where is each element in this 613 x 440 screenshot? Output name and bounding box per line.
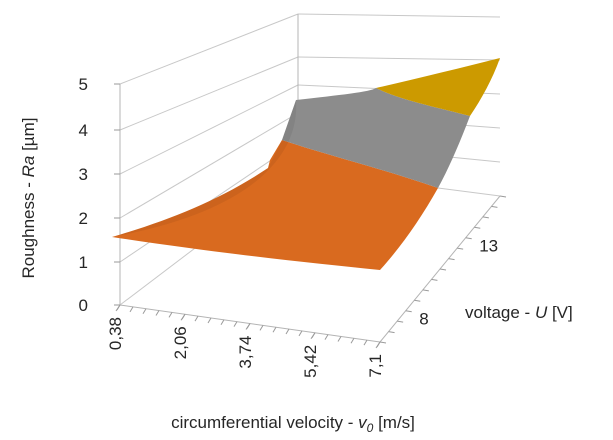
x-minor-tick — [312, 333, 315, 338]
x-minor-tick — [377, 342, 380, 347]
z-tick-label: 3 — [79, 165, 88, 184]
y-tick-label: 8 — [419, 310, 428, 329]
side-wall-grid-line-4 — [298, 57, 500, 60]
side-wall-grid-line-5 — [298, 14, 500, 17]
x-minor-tick — [169, 312, 172, 317]
y-minor-tick — [423, 290, 429, 291]
x-minor-tick — [117, 305, 120, 310]
y-minor-tick — [466, 238, 472, 239]
x-axis-ticks: 0,38 2,06 3,74 5,42 7,1 — [106, 305, 385, 378]
x-minor-tick — [234, 322, 237, 327]
x-tick-label: 2,06 — [171, 326, 190, 359]
x-minor-tick — [364, 340, 367, 345]
y-minor-tick — [414, 300, 420, 301]
y-minor-tick — [457, 248, 463, 249]
x-tick-label: 5,42 — [301, 345, 320, 378]
z-tick-label: 1 — [79, 253, 88, 272]
x-minor-tick — [351, 338, 354, 343]
y-minor-tick — [500, 196, 506, 197]
y-minor-tick — [380, 342, 386, 343]
x-minor-tick — [182, 314, 185, 319]
z-tick-label: 2 — [79, 209, 88, 228]
x-minor-tick — [143, 309, 146, 314]
y-axis-title: voltage - U [V] — [465, 303, 573, 322]
x-minor-tick — [130, 307, 133, 312]
z-axis-ticks: 0 1 2 3 4 5 — [79, 75, 120, 315]
y-minor-tick — [491, 206, 497, 207]
x-minor-tick — [208, 318, 211, 323]
surface — [112, 58, 500, 270]
wall-grid-line-4 — [120, 57, 298, 130]
x-minor-tick — [325, 335, 328, 340]
x-minor-tick — [221, 320, 224, 325]
x-minor-tick — [260, 325, 263, 330]
y-minor-tick — [431, 279, 437, 280]
x-tick-label: 3,74 — [236, 336, 255, 369]
y-minor-tick — [483, 217, 489, 218]
y-minor-tick — [449, 259, 455, 260]
x-minor-tick — [195, 316, 198, 321]
y-minor-tick — [440, 269, 446, 270]
z-axis-title: Roughness - Ra [µm] — [19, 118, 38, 279]
x-minor-tick — [273, 327, 276, 332]
z-tick-label: 5 — [79, 75, 88, 94]
x-tick-label: 7,1 — [366, 354, 385, 378]
x-minor-tick — [247, 324, 250, 329]
x-minor-tick — [338, 336, 341, 341]
z-tick-label: 4 — [79, 121, 88, 140]
x-axis-title: circumferential velocity - v0 [m/s] — [171, 413, 415, 435]
wall-grid-line-5 — [120, 14, 298, 84]
z-tick-label: 0 — [79, 296, 88, 315]
y-tick-label: 13 — [479, 237, 498, 256]
x-tick-label: 0,38 — [106, 317, 125, 350]
x-minor-tick — [286, 329, 289, 334]
y-minor-tick — [406, 311, 412, 312]
y-minor-tick — [389, 332, 395, 333]
y-minor-tick — [397, 321, 403, 322]
x-minor-tick — [156, 311, 159, 316]
y-minor-tick — [474, 227, 480, 228]
x-minor-tick — [299, 331, 302, 336]
